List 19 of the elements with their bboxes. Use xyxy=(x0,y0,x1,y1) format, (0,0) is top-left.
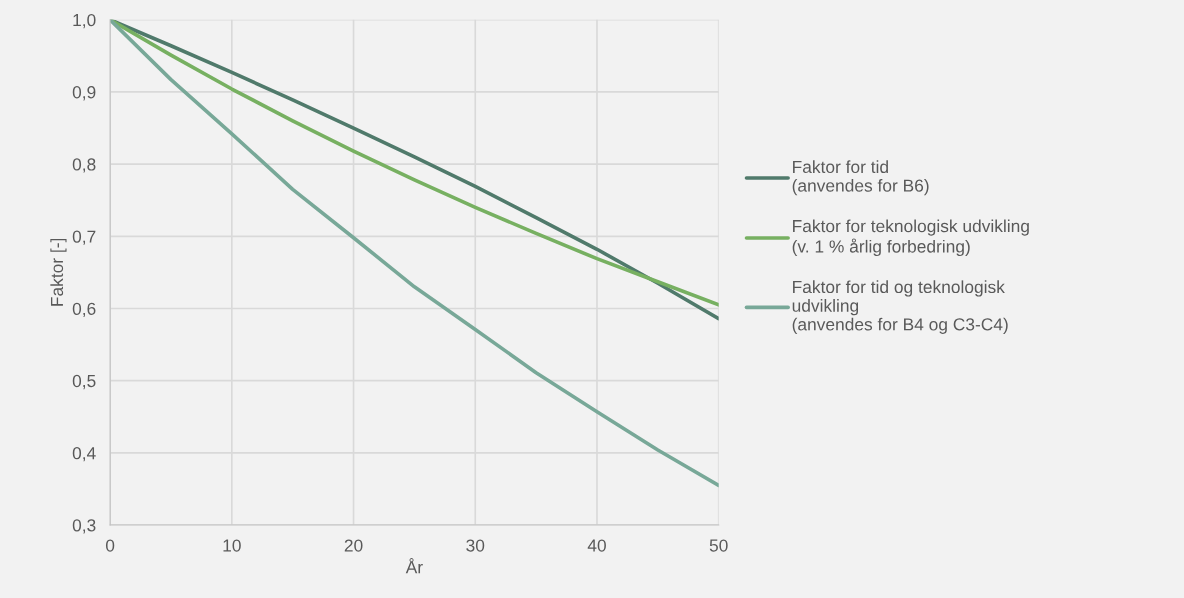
y-tick-label: 1,0 xyxy=(73,13,96,29)
x-tick-label: 20 xyxy=(344,539,363,552)
x-tick-label: 30 xyxy=(466,539,485,552)
legend-label: Faktor for tid (anvendes for B6) xyxy=(792,160,929,196)
y-tick-label: 0,9 xyxy=(72,86,96,101)
y-tick-label: 0,3 xyxy=(72,519,96,534)
x-tick-label: 50 xyxy=(709,539,728,552)
y-tick-label: 0,7 xyxy=(72,230,96,245)
legend-label: Faktor for tid og teknologisk udvikling (anvendes for B4 og C3-C4) xyxy=(792,280,1008,334)
x-axis-title: År xyxy=(405,558,423,574)
y-tick-label: 0,6 xyxy=(72,302,96,317)
y-tick-label: 0,8 xyxy=(72,158,96,173)
x-tick-label: 40 xyxy=(587,539,606,552)
x-tick-label: 0 xyxy=(105,539,115,552)
x-tick-label: 10 xyxy=(223,539,241,552)
y-tick-label: 0,5 xyxy=(72,374,96,390)
legend-label: Faktor for teknologisk udvikling (v. 1 % årlig forbedring) xyxy=(792,219,1029,257)
y-tick-label: 0,4 xyxy=(72,447,96,462)
y-axis-title: Faktor [-] xyxy=(50,238,67,306)
